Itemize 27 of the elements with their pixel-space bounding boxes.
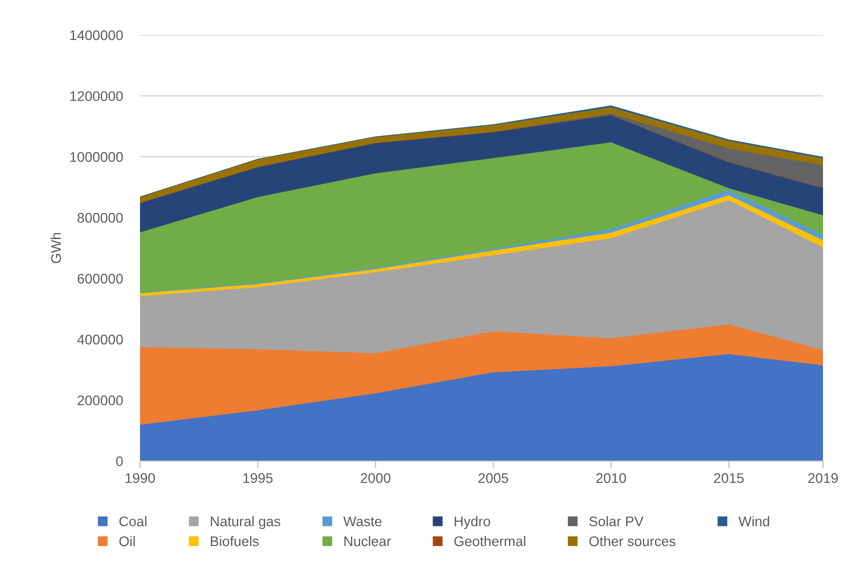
y-tick-label: 0: [116, 456, 123, 466]
y-tick-label: 200000: [78, 395, 123, 406]
legend-label: Oil: [119, 536, 135, 546]
x-tick-label: 2019: [808, 473, 838, 484]
legend-label: Wind: [738, 516, 770, 526]
x-tick-label: 2010: [596, 473, 626, 484]
y-tick-label: 1000000: [70, 152, 123, 162]
y-axis-title: GWh: [50, 233, 61, 264]
x-tick-label: 2005: [478, 473, 508, 484]
legend-label: Biofuels: [210, 536, 259, 546]
x-tick-label: 2015: [714, 473, 744, 484]
y-tick-label: 600000: [78, 274, 123, 284]
y-tick-label: 400000: [77, 334, 123, 344]
legend-label: Hydro: [454, 516, 490, 530]
x-tick-label: 2000: [360, 473, 390, 484]
y-tick-label: 800000: [78, 212, 123, 223]
legend-label: Geothermal: [454, 536, 526, 546]
legend-label: Other sources: [589, 536, 676, 546]
legend-label: Solar PV: [589, 516, 644, 526]
legend-label: Waste: [343, 516, 382, 526]
y-tick-label: 1400000: [70, 30, 123, 40]
legend-label: Nuclear: [344, 536, 391, 546]
legend-label: Natural gas: [210, 516, 280, 530]
legend-label: Coal: [119, 516, 146, 526]
x-tick-label: 1990: [126, 473, 155, 484]
x-tick-label: 1995: [243, 473, 273, 484]
y-tick-label: 1200000: [70, 91, 123, 102]
